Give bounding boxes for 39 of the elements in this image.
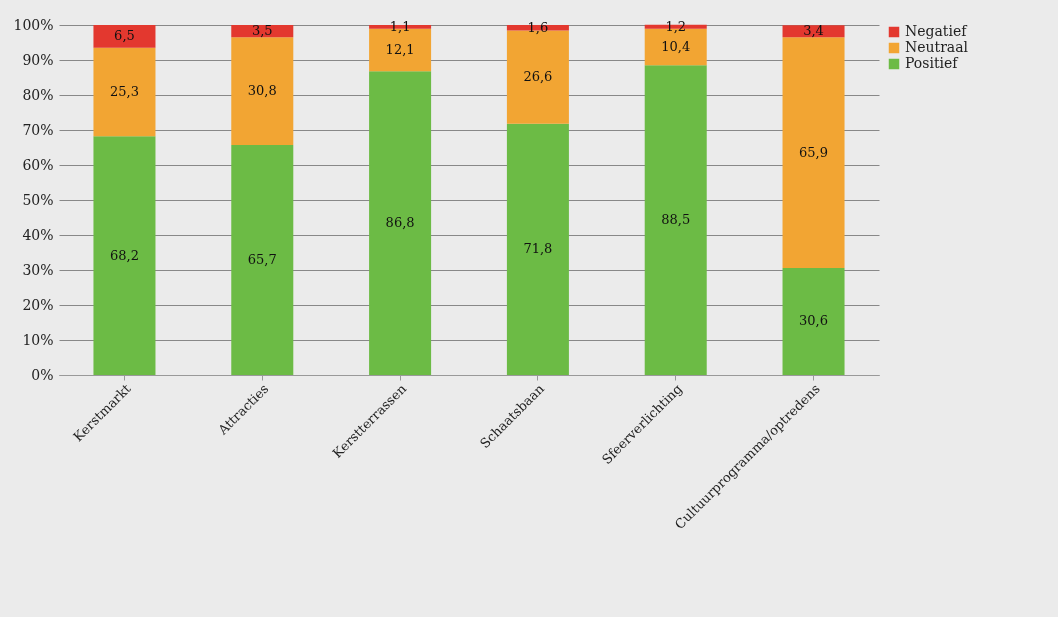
y-tick-label: 70% [22,121,54,138]
y-tick-label: 60% [22,156,54,173]
data-label: 86,8 [385,215,415,231]
legend-label: Negatief [905,23,969,39]
bar [369,71,432,375]
data-label: 65,7 [247,252,277,268]
data-label: 88,5 [661,212,691,228]
bar [231,37,294,146]
legend-label: Positief [905,55,960,71]
data-label: 30,8 [247,83,277,99]
data-label: 3,4 [803,23,824,39]
y-tick-label: 30% [22,261,54,278]
bar [644,65,707,375]
data-label: 68,2 [109,247,139,263]
y-tick-label: 100% [13,16,54,33]
y-tick-label: 20% [22,296,54,313]
bar [93,47,156,137]
y-tick-label: 50% [22,191,54,208]
data-label: 12,1 [385,42,415,58]
y-tick-label: 10% [22,331,54,348]
legend-label: Neutraal [905,39,969,55]
data-label: 6,5 [114,28,135,44]
data-label: 25,3 [109,84,139,100]
y-tick-label: 80% [22,86,54,103]
bar [93,136,156,375]
data-label: 3,5 [251,23,273,39]
data-label: 26,6 [523,69,553,85]
data-label: 10,4 [661,39,691,55]
bar [506,123,569,375]
bar [782,267,845,375]
bar [782,37,845,268]
bar [93,25,156,48]
bar [231,145,294,375]
data-label: 30,6 [799,313,829,329]
data-label: 65,9 [799,144,829,160]
data-label: 71,8 [523,241,553,257]
y-tick-label: 40% [22,226,54,243]
y-tick-label: 90% [22,51,54,68]
y-tick-label: 0% [31,366,54,383]
